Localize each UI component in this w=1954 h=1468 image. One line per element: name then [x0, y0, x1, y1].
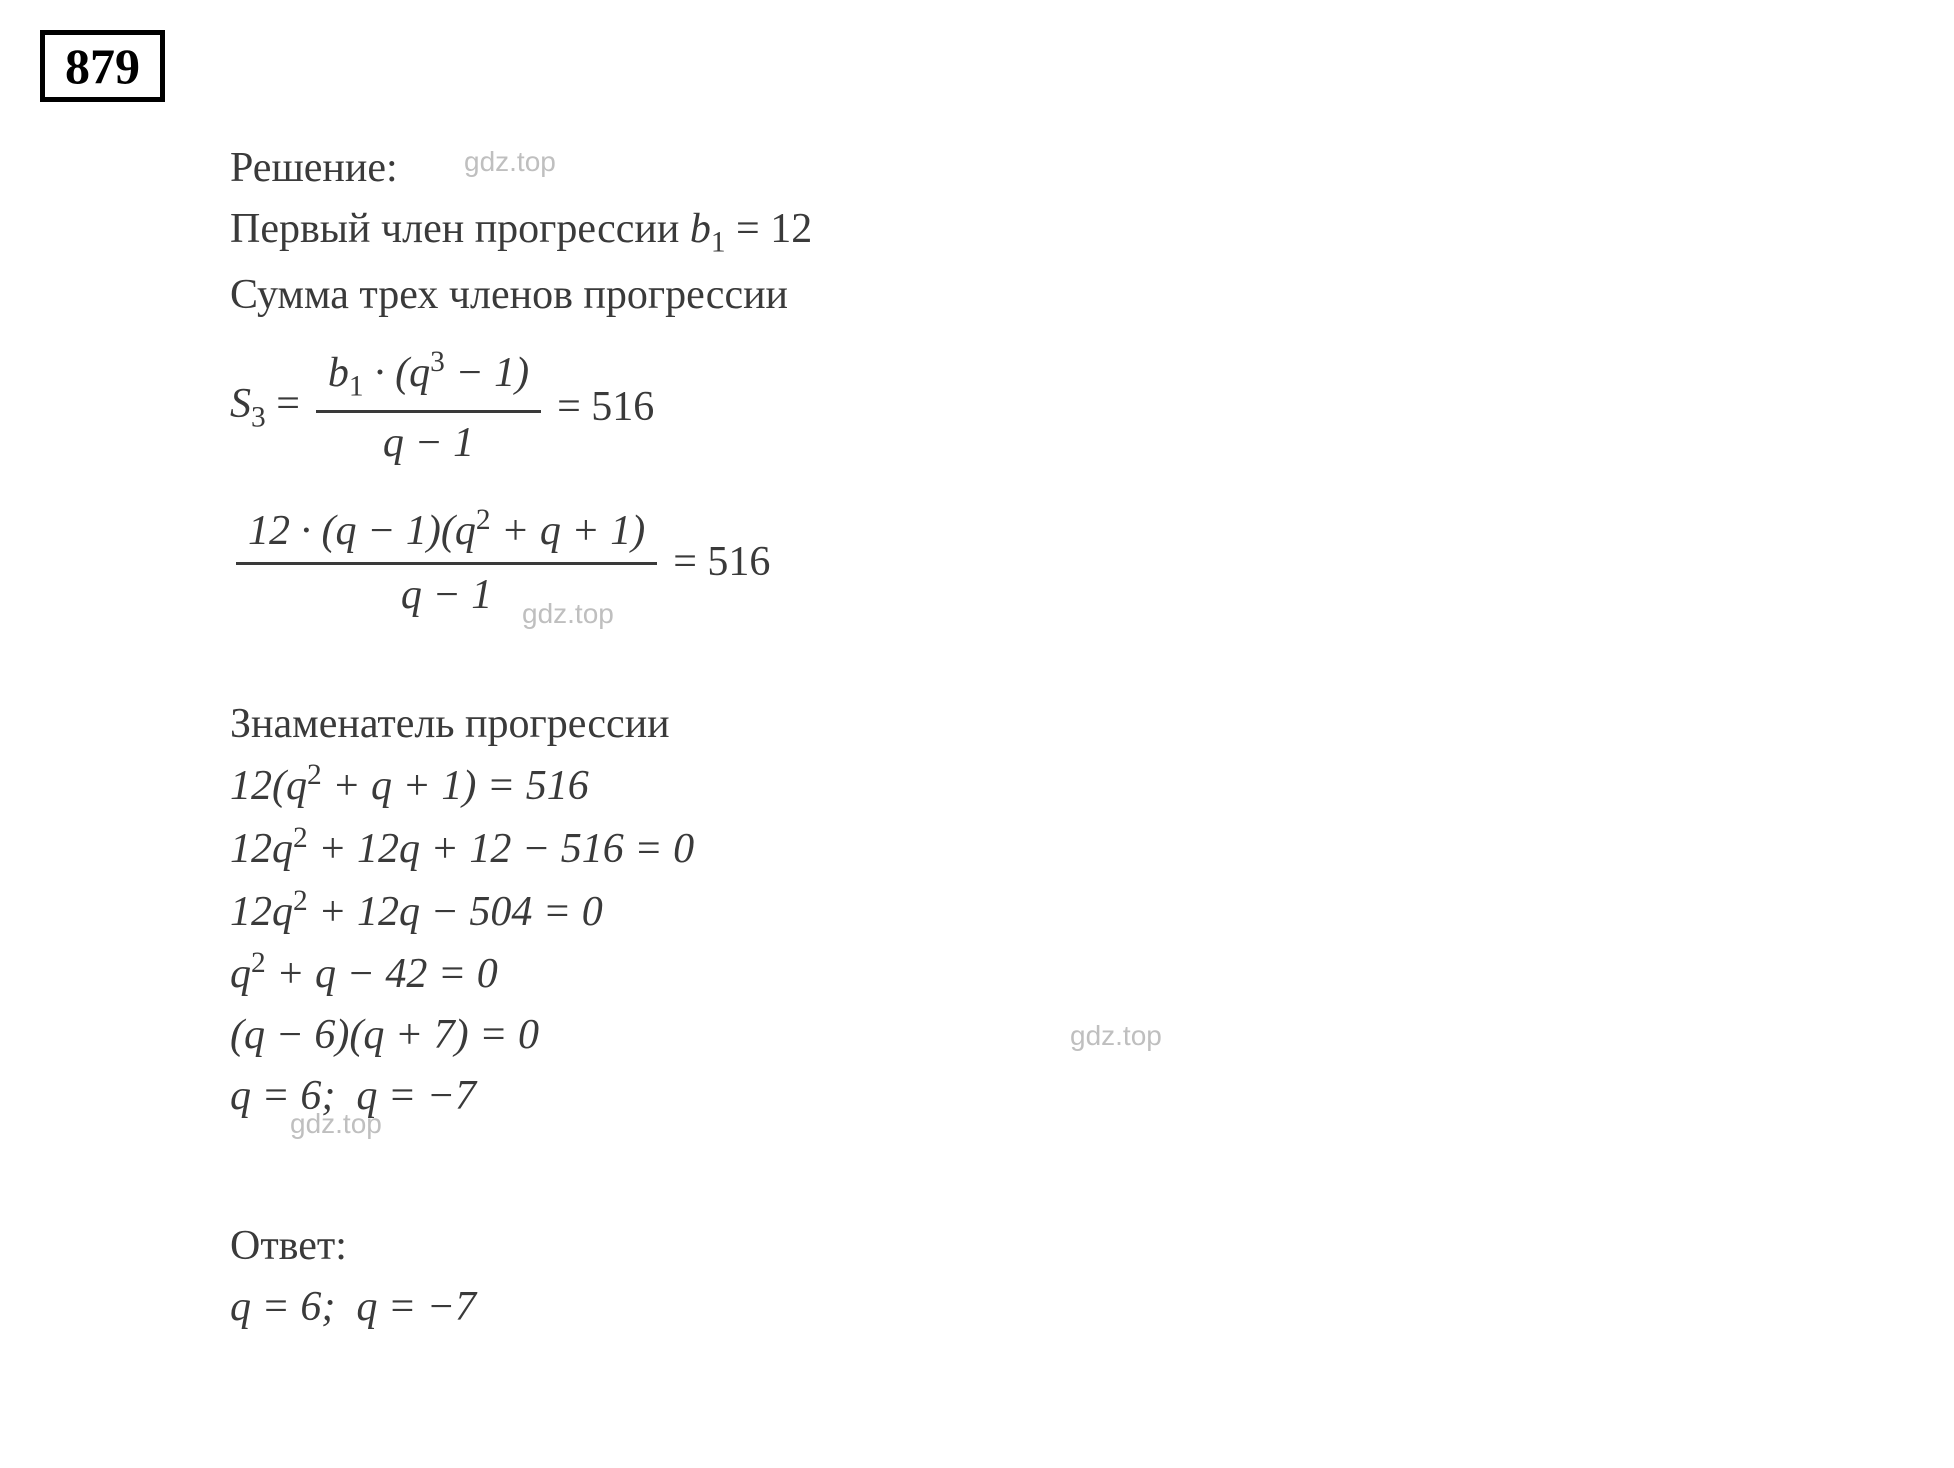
eq-12: = 12: [726, 206, 813, 252]
step-6: q = 6; q = −7: [230, 1068, 1914, 1125]
equals: =: [276, 381, 300, 427]
step-4: q2 + q − 42 = 0: [230, 944, 1914, 1003]
var-b: b: [690, 206, 711, 252]
problem-number-box: 879: [40, 30, 165, 102]
sub-1: 1: [711, 226, 726, 258]
answer-heading: Ответ:: [230, 1218, 1914, 1275]
first-term-expr: b1 = 12: [690, 206, 812, 252]
denominator-heading: Знаменатель прогрессии: [230, 696, 1914, 753]
expanded-formula: 12 · (q − 1)(q2 + q + 1) q − 1 = 516: [230, 491, 1914, 633]
expanded-rhs: = 516: [673, 534, 770, 591]
sum-intro: Сумма трех членов прогрессии: [230, 267, 1914, 324]
step-2: 12q2 + 12q + 12 − 516 = 0: [230, 819, 1914, 878]
var-S: S: [230, 381, 251, 427]
expanded-fraction: 12 · (q − 1)(q2 + q + 1) q − 1: [236, 499, 657, 625]
sum-formula: S3 = b1 · (q3 − 1) q − 1 = 516: [230, 333, 1914, 481]
problem-number: 879: [65, 38, 140, 94]
sum-rhs: = 516: [557, 379, 654, 436]
first-term-prefix: Первый член прогрессии: [230, 206, 690, 252]
expanded-num: 12 · (q − 1)(q2 + q + 1): [236, 499, 657, 565]
step-3: 12q2 + 12q − 504 = 0: [230, 882, 1914, 941]
first-term-line: Первый член прогрессии b1 = 12: [230, 201, 1914, 263]
sum-lhs: S3 =: [230, 376, 300, 438]
step-1: 12(q2 + q + 1) = 516: [230, 756, 1914, 815]
expanded-den: q − 1: [236, 565, 657, 626]
sum-den: q − 1: [316, 413, 541, 474]
answer-text: q = 6; q = −7: [230, 1279, 1914, 1336]
step-5: (q − 6)(q + 7) = 0: [230, 1007, 1914, 1064]
solution-content: Решение: Первый член прогрессии b1 = 12 …: [230, 140, 1914, 1336]
solution-heading: Решение:: [230, 140, 1914, 197]
sub-3: 3: [251, 402, 266, 434]
sum-num: b1 · (q3 − 1): [316, 341, 541, 412]
sum-fraction: b1 · (q3 − 1) q − 1: [316, 341, 541, 473]
